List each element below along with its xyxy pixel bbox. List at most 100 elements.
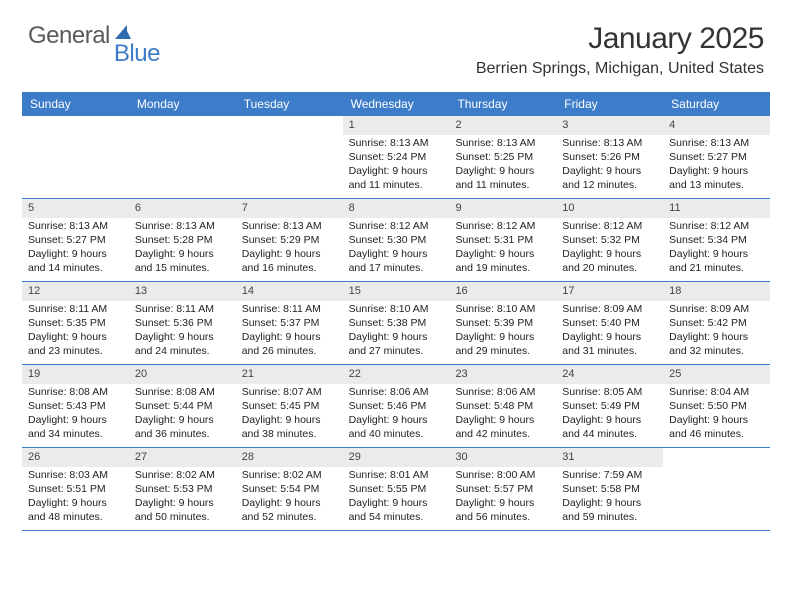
day-content: Sunrise: 8:04 AMSunset: 5:50 PMDaylight:… <box>663 385 770 446</box>
day-line-day1: Daylight: 9 hours <box>669 330 766 344</box>
day-number: 21 <box>236 365 343 384</box>
day-line-day1: Daylight: 9 hours <box>28 496 125 510</box>
day-number: 15 <box>343 282 450 301</box>
day-content: Sunrise: 8:11 AMSunset: 5:37 PMDaylight:… <box>236 302 343 363</box>
day-number: 23 <box>449 365 556 384</box>
day-content: Sunrise: 8:00 AMSunset: 5:57 PMDaylight:… <box>449 468 556 529</box>
day-content: Sunrise: 8:13 AMSunset: 5:27 PMDaylight:… <box>663 136 770 197</box>
day-line-day1: Daylight: 9 hours <box>455 247 552 261</box>
day-cell: 28Sunrise: 8:02 AMSunset: 5:54 PMDayligh… <box>236 448 343 530</box>
day-content: Sunrise: 8:12 AMSunset: 5:31 PMDaylight:… <box>449 219 556 280</box>
day-cell: 14Sunrise: 8:11 AMSunset: 5:37 PMDayligh… <box>236 282 343 364</box>
day-line-day2: and 34 minutes. <box>28 427 125 441</box>
month-title: January 2025 <box>476 22 764 56</box>
day-line-day1: Daylight: 9 hours <box>135 330 232 344</box>
day-content: Sunrise: 8:13 AMSunset: 5:28 PMDaylight:… <box>129 219 236 280</box>
day-line-sunset: Sunset: 5:49 PM <box>562 399 659 413</box>
day-cell: 25Sunrise: 8:04 AMSunset: 5:50 PMDayligh… <box>663 365 770 447</box>
day-line-sunset: Sunset: 5:35 PM <box>28 316 125 330</box>
day-number: 17 <box>556 282 663 301</box>
day-content: Sunrise: 8:06 AMSunset: 5:46 PMDaylight:… <box>343 385 450 446</box>
day-cell: 9Sunrise: 8:12 AMSunset: 5:31 PMDaylight… <box>449 199 556 281</box>
day-header: Thursday <box>449 92 556 116</box>
day-line-sunset: Sunset: 5:36 PM <box>135 316 232 330</box>
day-number: 2 <box>449 116 556 135</box>
day-content: Sunrise: 8:13 AMSunset: 5:27 PMDaylight:… <box>22 219 129 280</box>
day-line-day2: and 20 minutes. <box>562 261 659 275</box>
day-line-sunset: Sunset: 5:32 PM <box>562 233 659 247</box>
day-line-day2: and 48 minutes. <box>28 510 125 524</box>
day-line-day1: Daylight: 9 hours <box>349 330 446 344</box>
day-content: Sunrise: 8:10 AMSunset: 5:38 PMDaylight:… <box>343 302 450 363</box>
day-line-day1: Daylight: 9 hours <box>562 413 659 427</box>
day-line-sunrise: Sunrise: 8:06 AM <box>349 385 446 399</box>
day-cell: 3Sunrise: 8:13 AMSunset: 5:26 PMDaylight… <box>556 116 663 198</box>
day-cell <box>22 116 129 198</box>
day-cell: 22Sunrise: 8:06 AMSunset: 5:46 PMDayligh… <box>343 365 450 447</box>
day-cell: 19Sunrise: 8:08 AMSunset: 5:43 PMDayligh… <box>22 365 129 447</box>
day-cell: 17Sunrise: 8:09 AMSunset: 5:40 PMDayligh… <box>556 282 663 364</box>
day-line-sunrise: Sunrise: 8:13 AM <box>455 136 552 150</box>
day-line-sunrise: Sunrise: 8:12 AM <box>349 219 446 233</box>
day-line-sunrise: Sunrise: 8:11 AM <box>135 302 232 316</box>
day-header: Monday <box>129 92 236 116</box>
day-line-sunset: Sunset: 5:58 PM <box>562 482 659 496</box>
day-line-sunrise: Sunrise: 8:13 AM <box>135 219 232 233</box>
day-line-sunset: Sunset: 5:27 PM <box>669 150 766 164</box>
day-line-day2: and 23 minutes. <box>28 344 125 358</box>
day-number: 25 <box>663 365 770 384</box>
day-line-sunset: Sunset: 5:38 PM <box>349 316 446 330</box>
day-number: 8 <box>343 199 450 218</box>
day-line-day2: and 12 minutes. <box>562 178 659 192</box>
day-line-day1: Daylight: 9 hours <box>28 330 125 344</box>
week-row: 5Sunrise: 8:13 AMSunset: 5:27 PMDaylight… <box>22 199 770 282</box>
day-cell: 23Sunrise: 8:06 AMSunset: 5:48 PMDayligh… <box>449 365 556 447</box>
day-line-sunset: Sunset: 5:40 PM <box>562 316 659 330</box>
day-line-day1: Daylight: 9 hours <box>28 247 125 261</box>
day-content: Sunrise: 7:59 AMSunset: 5:58 PMDaylight:… <box>556 468 663 529</box>
day-line-sunrise: Sunrise: 8:03 AM <box>28 468 125 482</box>
day-line-sunrise: Sunrise: 8:12 AM <box>669 219 766 233</box>
day-line-day2: and 38 minutes. <box>242 427 339 441</box>
day-line-day2: and 13 minutes. <box>669 178 766 192</box>
day-cell: 29Sunrise: 8:01 AMSunset: 5:55 PMDayligh… <box>343 448 450 530</box>
day-line-sunrise: Sunrise: 8:09 AM <box>562 302 659 316</box>
day-number: 1 <box>343 116 450 135</box>
day-line-sunset: Sunset: 5:34 PM <box>669 233 766 247</box>
day-number: 19 <box>22 365 129 384</box>
day-number: 16 <box>449 282 556 301</box>
day-line-sunrise: Sunrise: 8:07 AM <box>242 385 339 399</box>
day-header: Friday <box>556 92 663 116</box>
day-cell: 16Sunrise: 8:10 AMSunset: 5:39 PMDayligh… <box>449 282 556 364</box>
day-cell: 30Sunrise: 8:00 AMSunset: 5:57 PMDayligh… <box>449 448 556 530</box>
logo-text-general: General <box>28 22 110 50</box>
day-line-sunrise: Sunrise: 8:13 AM <box>28 219 125 233</box>
day-line-sunrise: Sunrise: 8:09 AM <box>669 302 766 316</box>
day-content: Sunrise: 8:07 AMSunset: 5:45 PMDaylight:… <box>236 385 343 446</box>
day-content: Sunrise: 8:13 AMSunset: 5:26 PMDaylight:… <box>556 136 663 197</box>
day-line-day2: and 14 minutes. <box>28 261 125 275</box>
day-number: 12 <box>22 282 129 301</box>
day-number: 29 <box>343 448 450 467</box>
day-cell: 21Sunrise: 8:07 AMSunset: 5:45 PMDayligh… <box>236 365 343 447</box>
day-line-day2: and 59 minutes. <box>562 510 659 524</box>
day-line-day2: and 31 minutes. <box>562 344 659 358</box>
day-content: Sunrise: 8:13 AMSunset: 5:29 PMDaylight:… <box>236 219 343 280</box>
day-content: Sunrise: 8:12 AMSunset: 5:30 PMDaylight:… <box>343 219 450 280</box>
day-line-day2: and 52 minutes. <box>242 510 339 524</box>
day-line-sunrise: Sunrise: 8:08 AM <box>135 385 232 399</box>
day-content: Sunrise: 8:09 AMSunset: 5:42 PMDaylight:… <box>663 302 770 363</box>
day-line-sunset: Sunset: 5:51 PM <box>28 482 125 496</box>
header: General Blue January 2025 Berrien Spring… <box>0 0 792 78</box>
day-cell: 18Sunrise: 8:09 AMSunset: 5:42 PMDayligh… <box>663 282 770 364</box>
day-line-sunrise: Sunrise: 8:08 AM <box>28 385 125 399</box>
day-line-sunrise: Sunrise: 8:02 AM <box>242 468 339 482</box>
day-line-sunrise: Sunrise: 8:12 AM <box>455 219 552 233</box>
day-line-day2: and 16 minutes. <box>242 261 339 275</box>
day-line-day1: Daylight: 9 hours <box>349 496 446 510</box>
day-content: Sunrise: 8:02 AMSunset: 5:53 PMDaylight:… <box>129 468 236 529</box>
day-cell: 13Sunrise: 8:11 AMSunset: 5:36 PMDayligh… <box>129 282 236 364</box>
day-line-sunset: Sunset: 5:46 PM <box>349 399 446 413</box>
day-number: 5 <box>22 199 129 218</box>
day-line-sunrise: Sunrise: 8:05 AM <box>562 385 659 399</box>
